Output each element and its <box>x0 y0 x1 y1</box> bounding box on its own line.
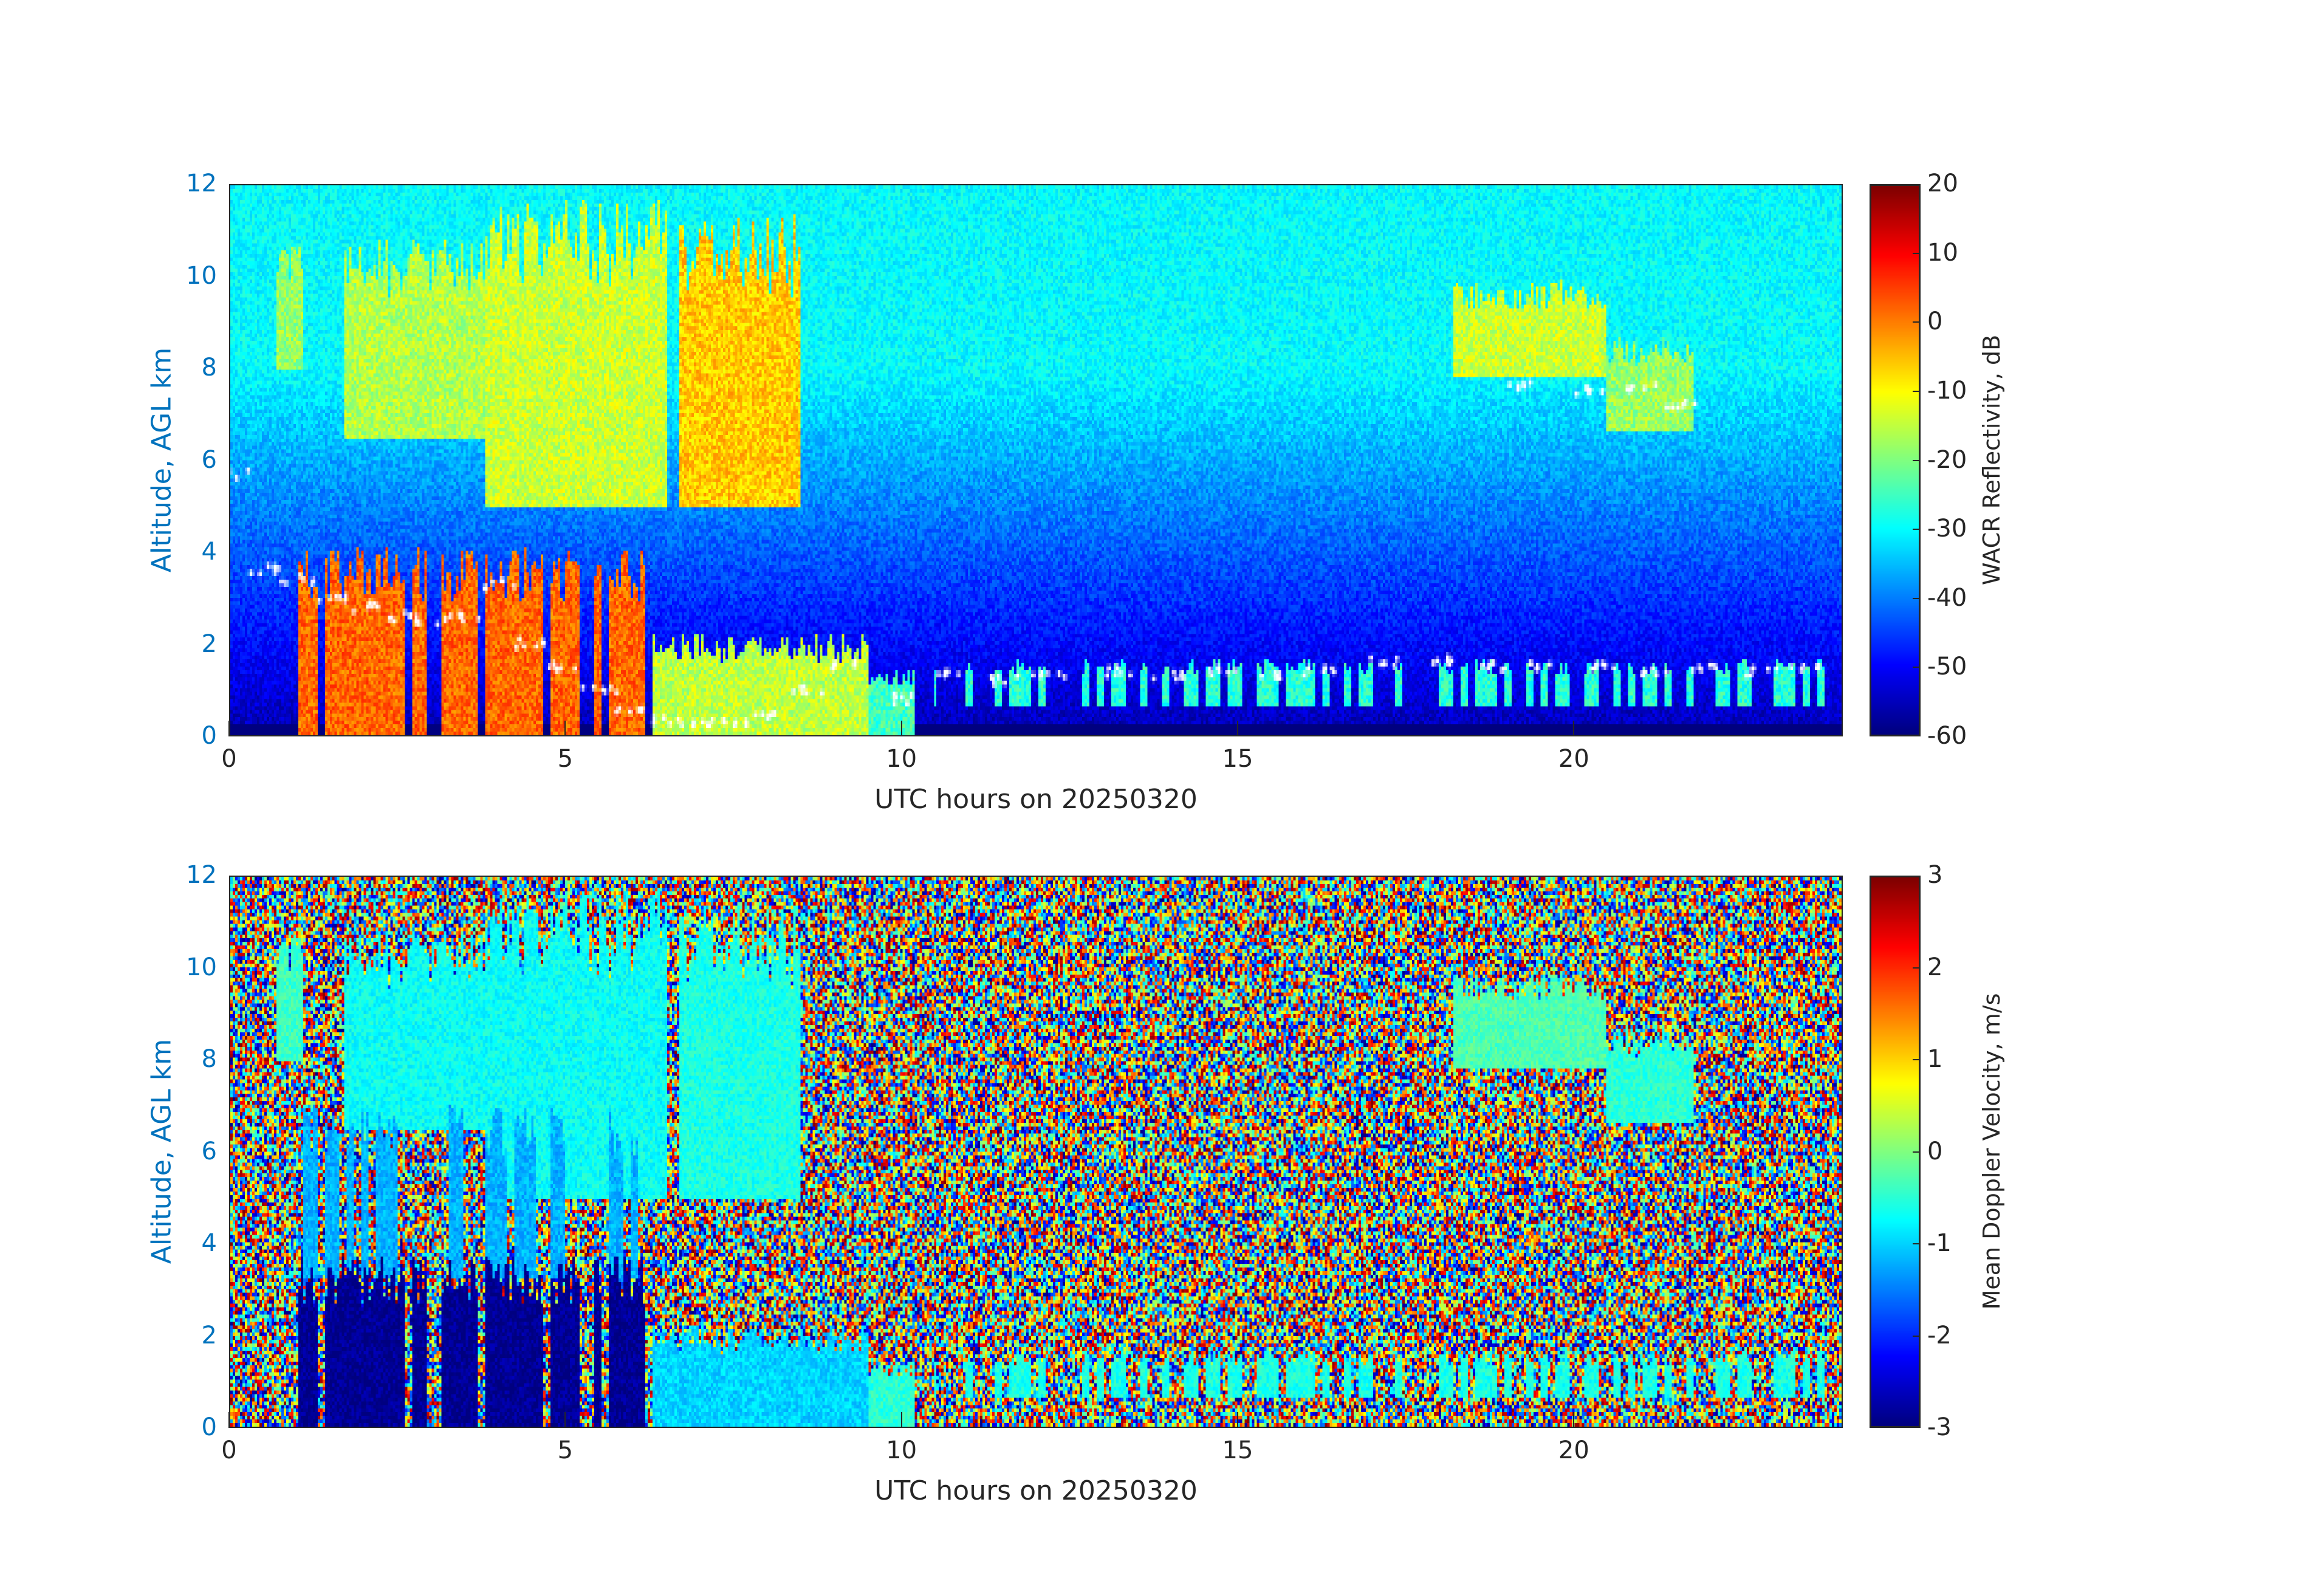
colorbar-gradient <box>1871 877 1919 1426</box>
colorbar-tick-label: -3 <box>1927 1413 1952 1441</box>
colorbar-tick-label: 0 <box>1927 307 1943 336</box>
y-tick-label: 10 <box>186 261 217 290</box>
y-tick-label: 0 <box>201 1413 217 1441</box>
colorbar-tick-label: -1 <box>1927 1229 1952 1257</box>
x-tick-label: 20 <box>1558 1436 1589 1464</box>
x-tick-label: 15 <box>1222 1436 1253 1464</box>
y-tick-label: 8 <box>201 354 217 382</box>
colorbar-tick-label: 0 <box>1927 1137 1943 1165</box>
colorbar-tick-label: 10 <box>1927 238 1958 267</box>
colorbar-tick-label: -10 <box>1927 376 1967 405</box>
reflectivity-plot-area <box>229 184 1843 736</box>
y-tick-label: 4 <box>201 1229 217 1257</box>
reflectivity-heatmap <box>230 185 1842 735</box>
colorbar-tick-label: 2 <box>1927 953 1943 981</box>
x-tick-mark <box>564 1412 566 1428</box>
colorbar-gradient <box>1871 186 1919 735</box>
reflectivity-colorbar <box>1870 184 1921 736</box>
y-tick-label: 4 <box>201 538 217 566</box>
colorbar-tick-label: -20 <box>1927 445 1967 474</box>
y-tick-label: 12 <box>186 170 217 197</box>
x-tick-label: 10 <box>886 745 917 773</box>
colorbar-tick-mark <box>1913 321 1920 323</box>
colorbar-tick-label: 20 <box>1927 170 1958 197</box>
colorbar-tick-mark <box>1913 667 1920 668</box>
colorbar-tick-label: -50 <box>1927 653 1967 681</box>
y-tick-label: 8 <box>201 1045 217 1073</box>
colorbar-label: Mean Doppler Velocity, m/s <box>1978 993 2005 1310</box>
y-tick-label: 2 <box>201 1321 217 1350</box>
colorbar-tick-label: -40 <box>1927 583 1967 612</box>
x-tick-label: 15 <box>1222 745 1253 773</box>
y-tick-label: 12 <box>186 861 217 889</box>
x-tick-mark <box>1573 721 1575 736</box>
colorbar-tick-mark <box>1913 252 1920 254</box>
x-tick-label: 0 <box>221 745 237 773</box>
colorbar-tick-mark <box>1913 1059 1920 1060</box>
x-tick-mark <box>900 721 902 736</box>
x-tick-mark <box>228 721 230 736</box>
doppler-plot-area <box>229 876 1843 1428</box>
colorbar-tick-label: 1 <box>1927 1045 1943 1073</box>
x-axis-label: UTC hours on 20250320 <box>874 1475 1198 1506</box>
doppler-heatmap <box>230 877 1842 1427</box>
colorbar-tick-mark <box>1913 459 1920 461</box>
x-tick-mark <box>1237 1412 1238 1428</box>
y-tick-label: 2 <box>201 629 217 658</box>
x-tick-label: 5 <box>557 745 574 773</box>
x-tick-mark <box>1573 1412 1575 1428</box>
colorbar-tick-mark <box>1913 597 1920 599</box>
x-axis-label: UTC hours on 20250320 <box>874 784 1198 815</box>
colorbar-tick-mark <box>1913 529 1920 530</box>
colorbar-tick-label: -30 <box>1927 515 1967 543</box>
x-tick-label: 0 <box>221 1436 237 1464</box>
colorbar-tick-mark <box>1913 1243 1920 1244</box>
y-tick-label: 6 <box>201 1137 217 1165</box>
colorbar-tick-mark <box>1913 967 1920 969</box>
reflectivity-panel: UTC hours on 20250320 Altitude, AGL km W… <box>0 0 2324 815</box>
colorbar-tick-label: -60 <box>1927 722 1967 750</box>
x-tick-mark <box>900 1412 902 1428</box>
y-tick-label: 10 <box>186 953 217 981</box>
colorbar-tick-mark <box>1913 390 1920 392</box>
colorbar-tick-label: 3 <box>1927 861 1943 889</box>
colorbar-tick-mark <box>1913 1151 1920 1153</box>
x-tick-mark <box>228 1412 230 1428</box>
y-tick-label: 6 <box>201 445 217 474</box>
x-tick-mark <box>1237 721 1238 736</box>
x-tick-label: 20 <box>1558 745 1589 773</box>
doppler-panel: UTC hours on 20250320 Altitude, AGL km M… <box>0 0 2324 1506</box>
x-tick-label: 5 <box>557 1436 574 1464</box>
y-tick-label: 0 <box>201 722 217 750</box>
colorbar-tick-label: -2 <box>1927 1321 1952 1350</box>
colorbar-tick-mark <box>1913 1335 1920 1337</box>
x-tick-mark <box>564 721 566 736</box>
x-tick-label: 10 <box>886 1436 917 1464</box>
